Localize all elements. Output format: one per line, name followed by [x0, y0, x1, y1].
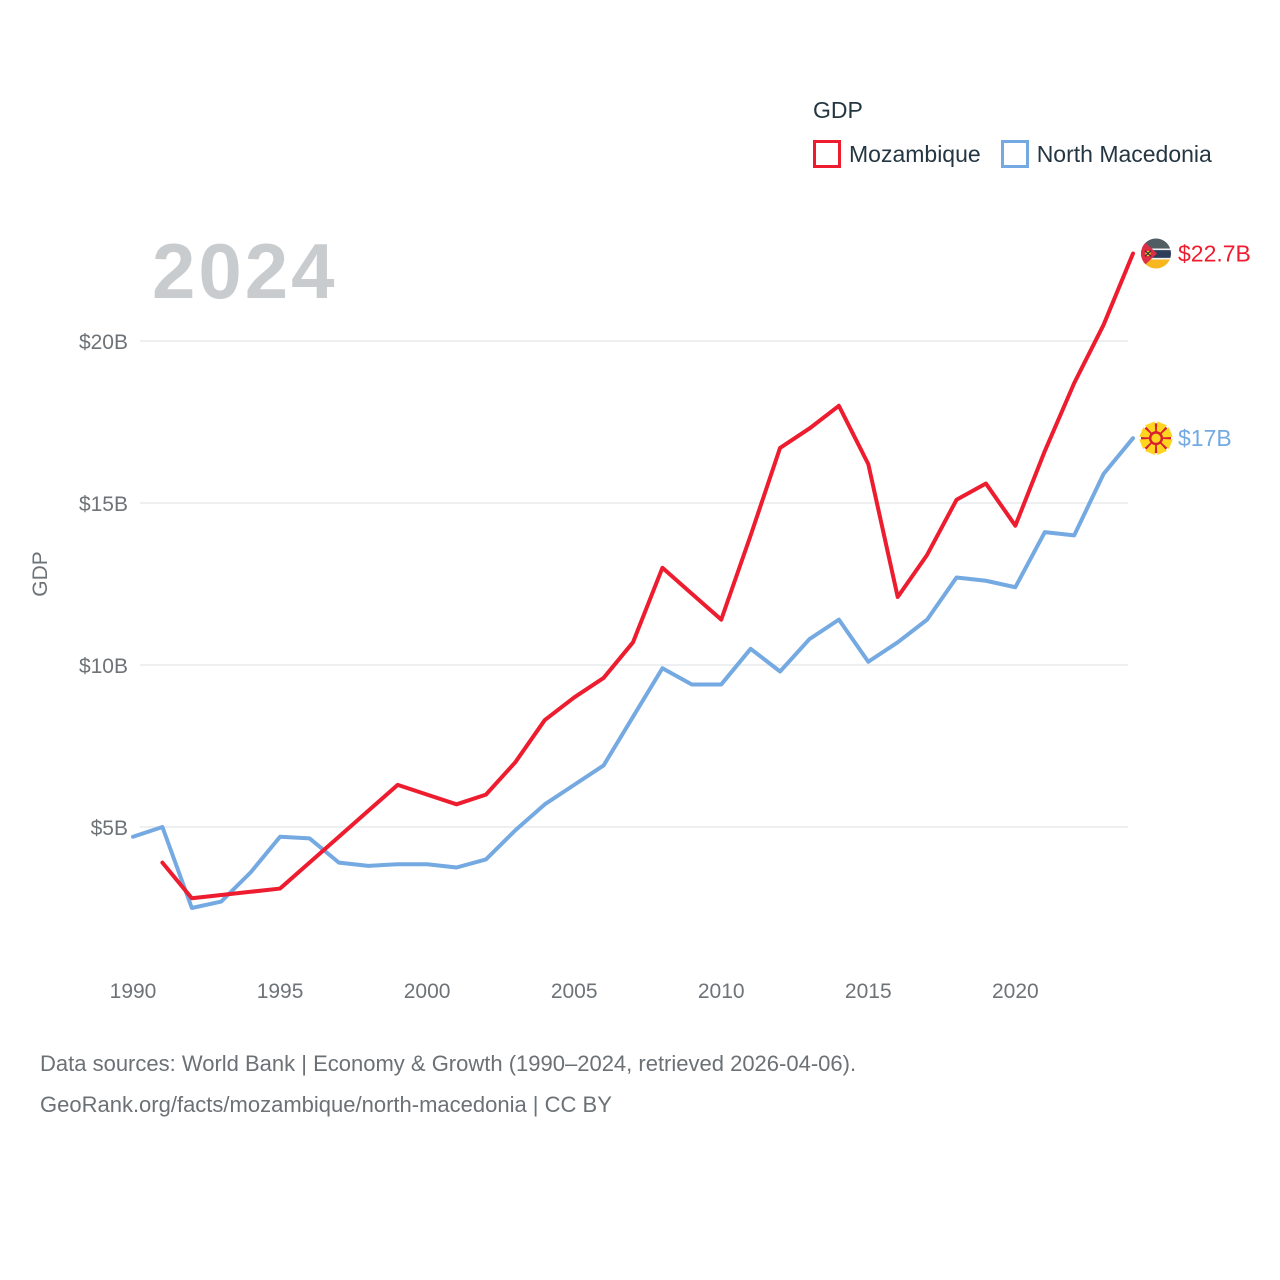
- legend: GDP Mozambique North Macedonia: [813, 97, 1212, 168]
- footer: Data sources: World Bank | Economy & Gro…: [40, 1043, 856, 1125]
- mozambique-swatch-icon: [813, 140, 841, 168]
- x-tick-label: 2000: [404, 980, 451, 1003]
- x-tick-label: 2020: [992, 980, 1039, 1003]
- legend-label-north-macedonia: North Macedonia: [1036, 140, 1212, 167]
- north-macedonia-swatch-icon: [1000, 140, 1029, 168]
- x-tick-label: 1990: [110, 980, 157, 1003]
- x-tick-label: 2015: [845, 980, 892, 1003]
- legend-title: GDP: [813, 97, 863, 123]
- mozambique-flag-icon: [1141, 238, 1172, 269]
- x-tick-label: 2010: [698, 980, 745, 1003]
- end-value-label-mozambique: $22.7B: [1178, 241, 1251, 267]
- y-tick-label: $10B: [79, 655, 128, 678]
- legend-items: Mozambique North Macedonia: [813, 140, 1212, 168]
- y-axis-title: GDP: [29, 551, 52, 597]
- end-value-label-north-macedonia: $17B: [1178, 425, 1232, 451]
- y-tick-label: $15B: [79, 493, 128, 516]
- year-watermark: 2024: [152, 227, 338, 315]
- y-tick-label: $5B: [91, 817, 128, 840]
- x-tick-label: 2005: [551, 980, 598, 1003]
- footer-sources-line: Data sources: World Bank | Economy & Gro…: [40, 1051, 857, 1076]
- footer-attribution-line: GeoRank.org/facts/mozambique/north-maced…: [40, 1092, 612, 1117]
- north-macedonia-flag-icon: [1139, 421, 1173, 455]
- legend-label-mozambique: Mozambique: [849, 140, 981, 167]
- series-line-north-macedonia: [131, 436, 1136, 910]
- y-tick-label: $20B: [79, 331, 128, 354]
- series-line-mozambique: [160, 251, 1136, 901]
- legend-item-north-macedonia[interactable]: North Macedonia: [1000, 140, 1212, 168]
- legend-item-mozambique[interactable]: Mozambique: [813, 140, 981, 168]
- x-tick-label: 1995: [257, 980, 304, 1003]
